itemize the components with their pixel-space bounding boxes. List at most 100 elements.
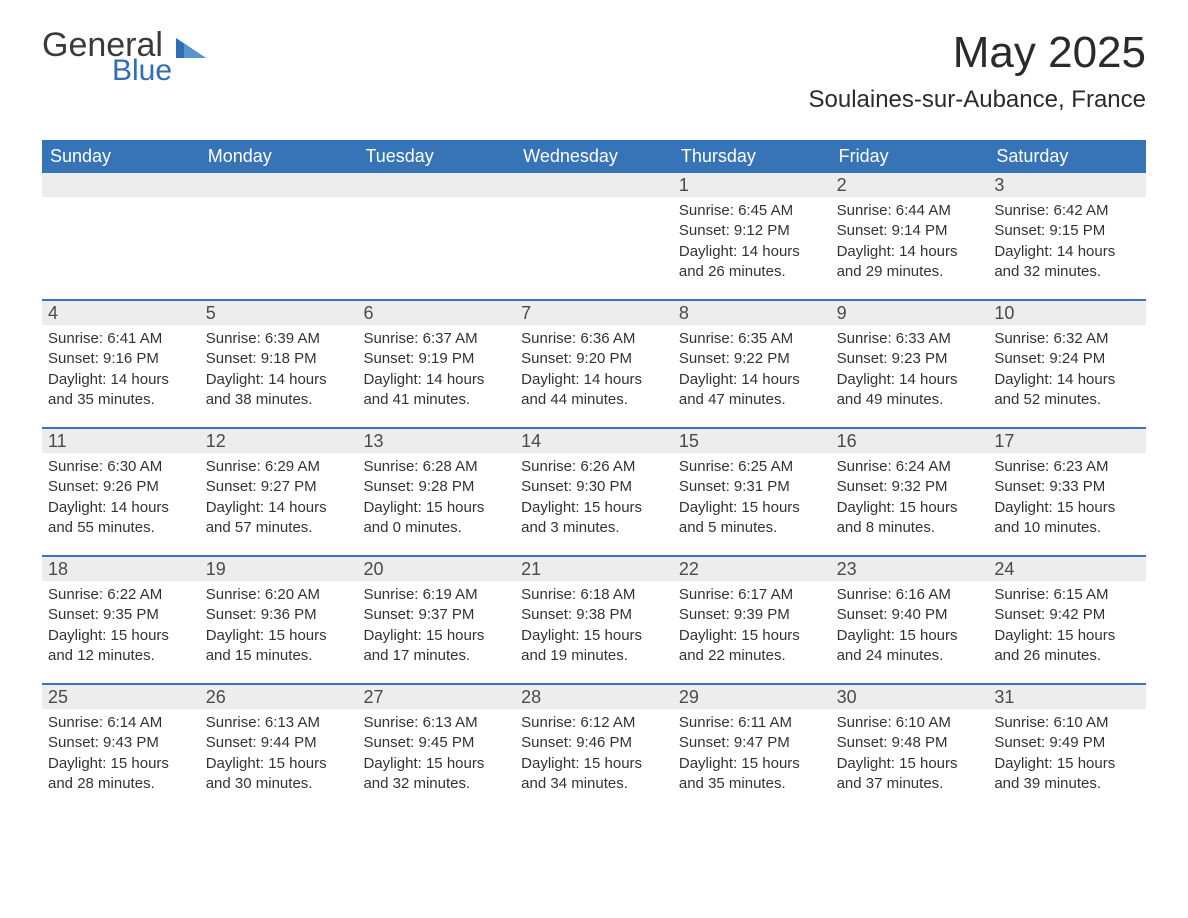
day-details: Sunrise: 6:33 AMSunset: 9:23 PMDaylight:… xyxy=(831,325,989,418)
sunrise-line: Sunrise: 6:15 AM xyxy=(994,585,1140,605)
day-details: Sunrise: 6:13 AMSunset: 9:44 PMDaylight:… xyxy=(200,709,358,802)
day-number: 14 xyxy=(515,429,673,453)
calendar-cell: 29Sunrise: 6:11 AMSunset: 9:47 PMDayligh… xyxy=(673,685,831,811)
calendar-header-row: SundayMondayTuesdayWednesdayThursdayFrid… xyxy=(42,140,1146,173)
calendar: SundayMondayTuesdayWednesdayThursdayFrid… xyxy=(42,140,1146,811)
daylight-line: Daylight: 14 hours and 32 minutes. xyxy=(994,242,1140,283)
day-number: 17 xyxy=(988,429,1146,453)
daylight-line: Daylight: 15 hours and 19 minutes. xyxy=(521,626,667,667)
day-details: Sunrise: 6:32 AMSunset: 9:24 PMDaylight:… xyxy=(988,325,1146,418)
sunset-line: Sunset: 9:18 PM xyxy=(206,349,352,369)
day-number: 31 xyxy=(988,685,1146,709)
day-number: 18 xyxy=(42,557,200,581)
day-details: Sunrise: 6:41 AMSunset: 9:16 PMDaylight:… xyxy=(42,325,200,418)
sunrise-line: Sunrise: 6:32 AM xyxy=(994,329,1140,349)
sunset-line: Sunset: 9:48 PM xyxy=(837,733,983,753)
day-details: Sunrise: 6:42 AMSunset: 9:15 PMDaylight:… xyxy=(988,197,1146,290)
page-subtitle: Soulaines-sur-Aubance, France xyxy=(808,86,1146,114)
daylight-line: Daylight: 14 hours and 29 minutes. xyxy=(837,242,983,283)
day-details: Sunrise: 6:14 AMSunset: 9:43 PMDaylight:… xyxy=(42,709,200,802)
day-details: Sunrise: 6:23 AMSunset: 9:33 PMDaylight:… xyxy=(988,453,1146,546)
day-number: 29 xyxy=(673,685,831,709)
day-number: 20 xyxy=(357,557,515,581)
day-details: Sunrise: 6:37 AMSunset: 9:19 PMDaylight:… xyxy=(357,325,515,418)
day-number: 30 xyxy=(831,685,989,709)
day-number: 26 xyxy=(200,685,358,709)
empty-day-bar xyxy=(357,173,515,197)
daylight-line: Daylight: 15 hours and 39 minutes. xyxy=(994,754,1140,795)
day-number: 6 xyxy=(357,301,515,325)
calendar-cell: 12Sunrise: 6:29 AMSunset: 9:27 PMDayligh… xyxy=(200,429,358,555)
sunrise-line: Sunrise: 6:13 AM xyxy=(206,713,352,733)
daylight-line: Daylight: 15 hours and 37 minutes. xyxy=(837,754,983,795)
logo-text: General Blue xyxy=(42,28,172,86)
daylight-line: Daylight: 15 hours and 30 minutes. xyxy=(206,754,352,795)
empty-day-bar xyxy=(515,173,673,197)
daylight-line: Daylight: 15 hours and 3 minutes. xyxy=(521,498,667,539)
calendar-cell: 18Sunrise: 6:22 AMSunset: 9:35 PMDayligh… xyxy=(42,557,200,683)
sunrise-line: Sunrise: 6:35 AM xyxy=(679,329,825,349)
calendar-week-row: 25Sunrise: 6:14 AMSunset: 9:43 PMDayligh… xyxy=(42,683,1146,811)
daylight-line: Daylight: 15 hours and 10 minutes. xyxy=(994,498,1140,539)
daylight-line: Daylight: 15 hours and 5 minutes. xyxy=(679,498,825,539)
day-details: Sunrise: 6:26 AMSunset: 9:30 PMDaylight:… xyxy=(515,453,673,546)
calendar-cell: 27Sunrise: 6:13 AMSunset: 9:45 PMDayligh… xyxy=(357,685,515,811)
sunset-line: Sunset: 9:16 PM xyxy=(48,349,194,369)
day-number: 15 xyxy=(673,429,831,453)
day-number: 7 xyxy=(515,301,673,325)
day-details: Sunrise: 6:17 AMSunset: 9:39 PMDaylight:… xyxy=(673,581,831,674)
day-number: 11 xyxy=(42,429,200,453)
calendar-cell: 4Sunrise: 6:41 AMSunset: 9:16 PMDaylight… xyxy=(42,301,200,427)
day-details: Sunrise: 6:13 AMSunset: 9:45 PMDaylight:… xyxy=(357,709,515,802)
sunset-line: Sunset: 9:42 PM xyxy=(994,605,1140,625)
daylight-line: Daylight: 15 hours and 34 minutes. xyxy=(521,754,667,795)
sunrise-line: Sunrise: 6:37 AM xyxy=(363,329,509,349)
calendar-cell: 22Sunrise: 6:17 AMSunset: 9:39 PMDayligh… xyxy=(673,557,831,683)
sunset-line: Sunset: 9:26 PM xyxy=(48,477,194,497)
sunrise-line: Sunrise: 6:36 AM xyxy=(521,329,667,349)
calendar-cell: 14Sunrise: 6:26 AMSunset: 9:30 PMDayligh… xyxy=(515,429,673,555)
calendar-cell xyxy=(357,173,515,299)
calendar-header-monday: Monday xyxy=(200,140,358,173)
daylight-line: Daylight: 15 hours and 8 minutes. xyxy=(837,498,983,539)
day-number: 10 xyxy=(988,301,1146,325)
sunset-line: Sunset: 9:12 PM xyxy=(679,221,825,241)
day-number: 16 xyxy=(831,429,989,453)
sunrise-line: Sunrise: 6:25 AM xyxy=(679,457,825,477)
day-details: Sunrise: 6:20 AMSunset: 9:36 PMDaylight:… xyxy=(200,581,358,674)
sunrise-line: Sunrise: 6:39 AM xyxy=(206,329,352,349)
calendar-cell xyxy=(200,173,358,299)
sunset-line: Sunset: 9:32 PM xyxy=(837,477,983,497)
sunset-line: Sunset: 9:47 PM xyxy=(679,733,825,753)
daylight-line: Daylight: 15 hours and 17 minutes. xyxy=(363,626,509,667)
calendar-week-row: 1Sunrise: 6:45 AMSunset: 9:12 PMDaylight… xyxy=(42,173,1146,299)
day-number: 1 xyxy=(673,173,831,197)
day-number: 13 xyxy=(357,429,515,453)
calendar-cell: 31Sunrise: 6:10 AMSunset: 9:49 PMDayligh… xyxy=(988,685,1146,811)
daylight-line: Daylight: 14 hours and 52 minutes. xyxy=(994,370,1140,411)
daylight-line: Daylight: 14 hours and 41 minutes. xyxy=(363,370,509,411)
daylight-line: Daylight: 15 hours and 28 minutes. xyxy=(48,754,194,795)
sunrise-line: Sunrise: 6:10 AM xyxy=(837,713,983,733)
day-details: Sunrise: 6:36 AMSunset: 9:20 PMDaylight:… xyxy=(515,325,673,418)
day-details: Sunrise: 6:10 AMSunset: 9:48 PMDaylight:… xyxy=(831,709,989,802)
calendar-cell: 19Sunrise: 6:20 AMSunset: 9:36 PMDayligh… xyxy=(200,557,358,683)
sunrise-line: Sunrise: 6:29 AM xyxy=(206,457,352,477)
daylight-line: Daylight: 14 hours and 55 minutes. xyxy=(48,498,194,539)
logo-word-blue: Blue xyxy=(112,56,172,86)
day-details: Sunrise: 6:28 AMSunset: 9:28 PMDaylight:… xyxy=(357,453,515,546)
day-details: Sunrise: 6:24 AMSunset: 9:32 PMDaylight:… xyxy=(831,453,989,546)
calendar-header-tuesday: Tuesday xyxy=(357,140,515,173)
sunrise-line: Sunrise: 6:41 AM xyxy=(48,329,194,349)
day-details: Sunrise: 6:45 AMSunset: 9:12 PMDaylight:… xyxy=(673,197,831,290)
day-number: 19 xyxy=(200,557,358,581)
sunset-line: Sunset: 9:35 PM xyxy=(48,605,194,625)
calendar-cell xyxy=(515,173,673,299)
calendar-cell: 9Sunrise: 6:33 AMSunset: 9:23 PMDaylight… xyxy=(831,301,989,427)
sunset-line: Sunset: 9:22 PM xyxy=(679,349,825,369)
sunset-line: Sunset: 9:43 PM xyxy=(48,733,194,753)
sunset-line: Sunset: 9:45 PM xyxy=(363,733,509,753)
empty-day-bar xyxy=(42,173,200,197)
title-block: May 2025 Soulaines-sur-Aubance, France xyxy=(808,28,1146,114)
calendar-header-sunday: Sunday xyxy=(42,140,200,173)
